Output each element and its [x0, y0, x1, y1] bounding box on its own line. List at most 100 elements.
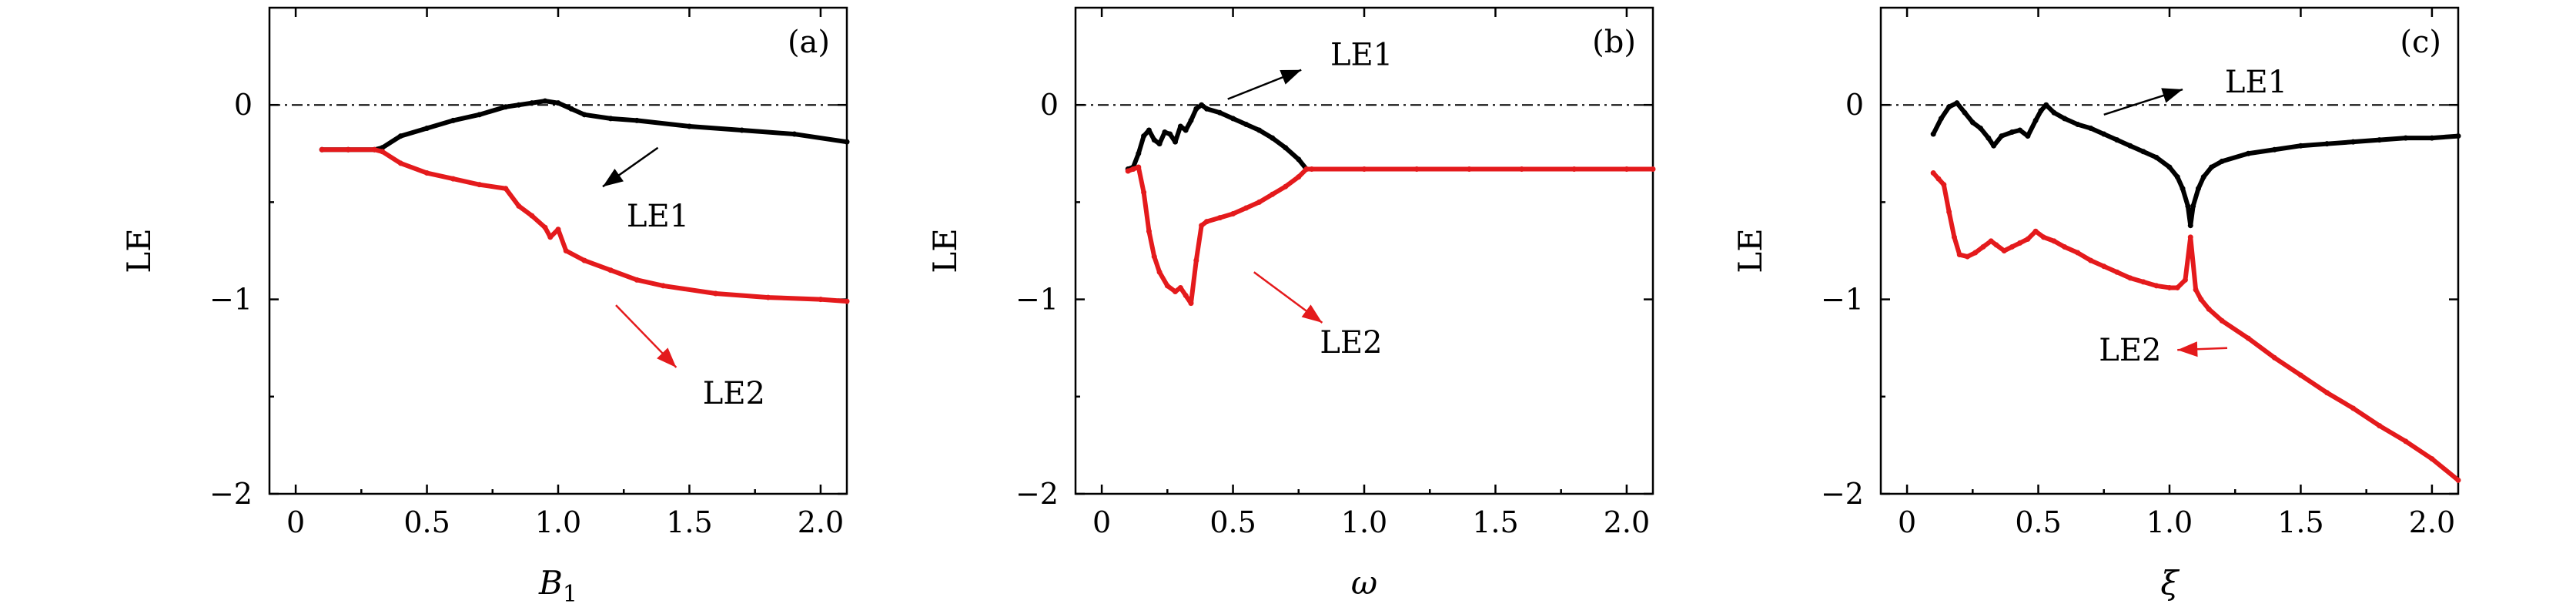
x-tick-label: 0.5	[2015, 505, 2061, 539]
y-tick-label: −2	[209, 477, 253, 511]
data-point	[1519, 166, 1525, 172]
data-point	[2297, 372, 2303, 378]
data-point	[2001, 248, 2007, 253]
data-point	[2187, 234, 2193, 240]
data-point	[563, 248, 569, 253]
series-line-le1	[319, 99, 849, 153]
annotation-le1: LE1	[2103, 65, 2287, 116]
data-point	[2182, 277, 2188, 283]
data-point	[2219, 158, 2225, 164]
data-point	[1203, 106, 1209, 112]
data-point	[2153, 154, 2159, 160]
data-point	[581, 257, 587, 263]
data-point	[1978, 125, 1984, 131]
data-point	[1296, 174, 1302, 180]
data-point	[1164, 283, 1170, 289]
data-point	[555, 100, 561, 106]
data-point	[2088, 125, 2094, 131]
plot-frame	[1074, 6, 1654, 495]
data-point	[1296, 156, 1302, 163]
data-point	[2127, 275, 2133, 281]
annotation-arrowhead	[1280, 69, 1302, 85]
annotation-arrowhead	[2161, 88, 2183, 103]
x-tick-label: 1.0	[1341, 505, 1387, 539]
data-point	[1167, 131, 1173, 137]
series-line-le1	[1931, 100, 2461, 228]
data-point	[371, 146, 377, 153]
data-point	[2245, 335, 2251, 341]
data-point	[1413, 166, 1420, 172]
data-point	[1243, 121, 1250, 127]
data-point	[2196, 186, 2201, 192]
data-point	[634, 277, 640, 283]
series-line-le2	[319, 147, 849, 304]
data-point	[2297, 143, 2303, 149]
data-point	[844, 298, 850, 304]
data-point	[516, 203, 522, 209]
annotation-arrowhead	[657, 347, 677, 367]
data-point	[607, 267, 614, 273]
y-axis-label: LE	[120, 228, 158, 273]
data-point	[380, 149, 386, 155]
data-point	[1173, 139, 1179, 145]
data-point	[503, 186, 509, 192]
data-point	[2101, 131, 2107, 137]
data-point	[2051, 238, 2057, 244]
data-point	[1243, 205, 1250, 211]
data-point	[607, 116, 614, 122]
series-le1	[1930, 100, 2461, 229]
data-point	[791, 131, 798, 137]
data-point	[2114, 269, 2120, 275]
data-point	[1141, 190, 1147, 196]
data-point	[542, 224, 548, 230]
data-point	[2403, 135, 2409, 141]
y-axis-label: LE	[926, 228, 964, 273]
data-point	[1930, 170, 1936, 176]
series-le2	[1930, 170, 2461, 483]
data-point	[1988, 238, 1994, 244]
data-point	[2187, 223, 2193, 229]
data-point	[477, 112, 483, 118]
data-point	[1991, 143, 1997, 149]
data-point	[1146, 228, 1152, 234]
data-point	[1256, 127, 1263, 133]
data-point	[2038, 108, 2044, 114]
data-point	[1217, 215, 1223, 221]
data-point	[2180, 186, 2186, 192]
data-point	[450, 176, 457, 182]
series-line-le2	[1126, 164, 1655, 306]
data-point	[2377, 423, 2383, 429]
x-axis-label: B1	[538, 564, 577, 608]
data-point	[2271, 146, 2277, 153]
data-point	[1956, 252, 1962, 258]
data-point	[1969, 119, 1975, 126]
data-point	[542, 98, 548, 104]
panel-a: 0 0.5 1.0 1.5 2.0 −2 −1 0 LE B1 (a) LE1 LE2	[120, 6, 850, 608]
x-tick-label: 1.5	[1472, 505, 1518, 539]
y-axis-label: LE	[1731, 228, 1769, 273]
data-point	[1193, 257, 1199, 263]
annotation-le2: LE2	[2099, 333, 2228, 368]
data-point	[634, 117, 640, 123]
series-le1	[1125, 102, 1310, 172]
data-point	[1162, 129, 1168, 136]
data-point	[2040, 234, 2046, 240]
data-point	[2127, 143, 2133, 149]
x-tick-label: 1.5	[2277, 505, 2323, 539]
data-point	[2271, 354, 2277, 361]
data-point	[1199, 102, 1205, 108]
data-point	[1146, 127, 1152, 133]
data-point	[1270, 135, 1276, 141]
data-point	[319, 146, 325, 153]
data-point	[2009, 129, 2015, 136]
data-point	[1938, 116, 1944, 122]
data-point	[2140, 279, 2146, 285]
data-point	[2017, 240, 2023, 246]
annotation-label: LE1	[2225, 65, 2287, 100]
data-point	[1954, 100, 1960, 106]
data-point	[1986, 135, 1992, 141]
data-point	[1188, 300, 1194, 307]
data-point	[1941, 182, 1947, 188]
data-point	[397, 160, 403, 166]
data-point	[2166, 284, 2173, 290]
